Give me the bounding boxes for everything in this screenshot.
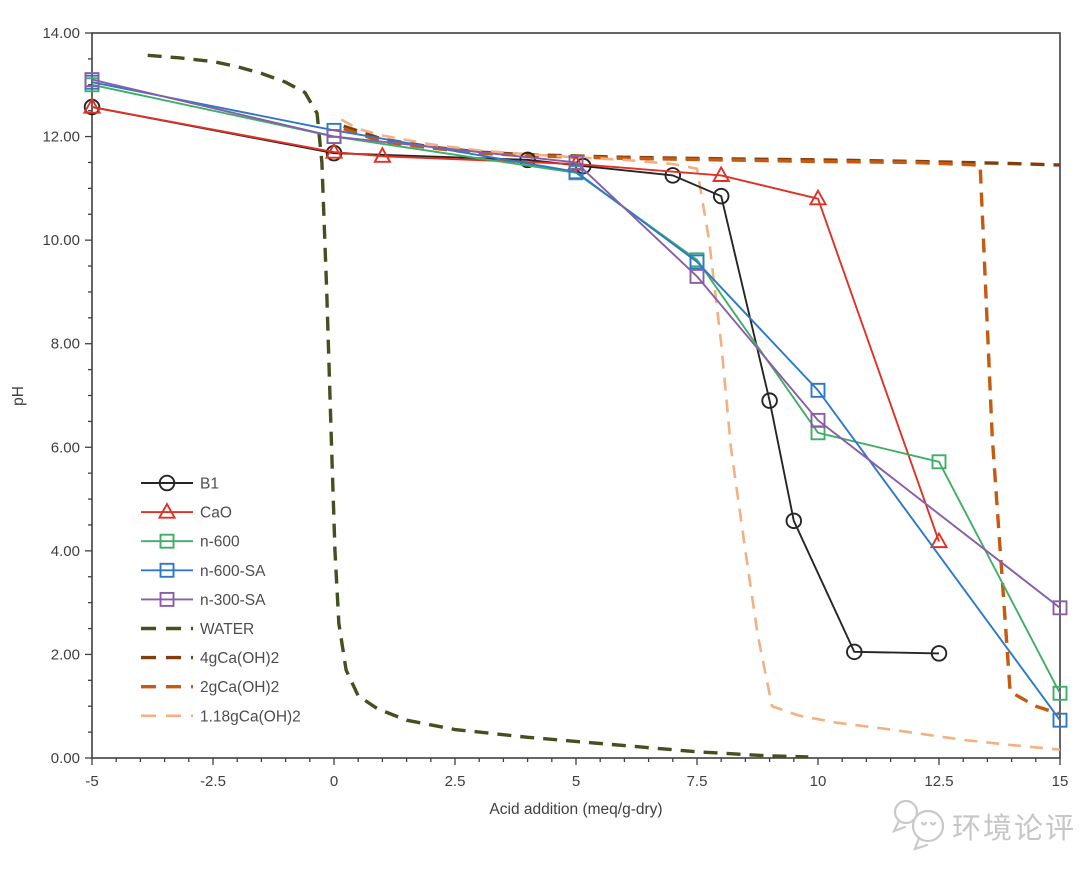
square-marker	[1052, 685, 1068, 701]
x-tick-label: 15	[1052, 773, 1069, 790]
x-tick-label: 2.5	[445, 773, 466, 790]
triangle-marker	[929, 531, 949, 549]
y-axis-title: pH	[10, 386, 27, 406]
square-marker	[326, 129, 342, 145]
legend-label: WATER	[200, 621, 254, 638]
x-axis-title: Acid addition (meq/g-dry)	[489, 801, 662, 818]
square-marker	[568, 155, 584, 170]
square-marker	[810, 412, 826, 428]
series-line	[147, 53, 809, 759]
legend-item-2gca-oh-2: 2gCa(OH)2	[141, 679, 279, 696]
series-line	[91, 106, 940, 542]
triangle-marker	[157, 502, 177, 519]
series-1-18gca-oh-2	[340, 118, 1061, 752]
square-marker	[689, 268, 705, 284]
triangle-marker	[808, 188, 828, 206]
legend-label: 2gCa(OH)2	[200, 679, 279, 696]
legend-item-water: WATER	[141, 621, 254, 638]
series-n-300-sa	[84, 72, 1068, 616]
y-tick-label: 4.00	[51, 543, 80, 560]
legend-item-4gca-oh-2: 4gCa(OH)2	[141, 650, 279, 667]
square-marker	[159, 533, 175, 549]
legend-item-n-600-sa: n-600-SA	[141, 563, 266, 580]
watermark: 环境论评	[891, 799, 1076, 851]
y-tick-label: 6.00	[51, 439, 80, 456]
square-marker	[568, 164, 584, 180]
legend-label: n-600-SA	[200, 563, 266, 580]
x-tick-label: 12.5	[924, 773, 953, 790]
data-series	[82, 53, 1068, 759]
circle-marker	[664, 167, 682, 184]
triangle-marker	[82, 97, 102, 114]
legend-label: CaO	[200, 505, 232, 522]
triangle-marker	[373, 146, 392, 163]
square-marker	[689, 254, 705, 270]
x-tick-label: -2.5	[200, 773, 226, 790]
series-line	[340, 118, 1061, 752]
square-marker	[159, 591, 175, 607]
square-marker	[159, 562, 175, 578]
y-tick-label: 10.00	[42, 232, 80, 249]
square-marker	[931, 454, 947, 470]
circle-marker	[519, 151, 536, 169]
x-tick-label: 5	[572, 773, 580, 790]
series-b1	[83, 98, 948, 662]
circle-marker	[158, 474, 176, 492]
x-tick-label: 10	[810, 773, 827, 790]
triangle-marker	[711, 165, 731, 182]
legend-label: 1.18gCa(OH)2	[200, 708, 301, 725]
legend-item-b1: B1	[141, 474, 219, 493]
legend-label: B1	[200, 476, 219, 493]
series-water	[147, 53, 809, 759]
series-line	[91, 106, 940, 655]
legend-label: 4gCa(OH)2	[200, 650, 279, 667]
y-tick-label: 12.00	[42, 129, 80, 146]
y-tick-label: 2.00	[51, 646, 80, 663]
legend-item-n-600: n-600	[141, 534, 240, 551]
chat-bubbles-icon	[891, 799, 945, 851]
y-tick-label: 8.00	[51, 336, 80, 353]
x-tick-label: 7.5	[687, 773, 708, 790]
circle-marker	[761, 392, 778, 409]
series-line	[343, 127, 1061, 716]
circle-marker	[712, 187, 730, 205]
square-marker	[1052, 712, 1068, 728]
series-2gca-oh-2	[343, 127, 1061, 716]
y-tick-label: 14.00	[42, 25, 80, 42]
axis-ticks: -5 -2.5 0 2.5 5 7.5 10 12.5 15 0.00 2.00 4.00 6.00 8.…	[42, 25, 1068, 790]
circle-marker	[846, 643, 863, 661]
x-tick-label: -5	[85, 773, 98, 790]
series-line	[91, 81, 1061, 721]
x-tick-label: 0	[330, 773, 338, 790]
legend-item-cao: CaO	[141, 502, 232, 522]
watermark-text: 环境论评	[952, 812, 1076, 845]
triangle-marker	[324, 142, 344, 159]
square-marker	[84, 72, 100, 88]
legend-item-n-300-sa: n-300-SA	[141, 592, 266, 609]
y-tick-label: 0.00	[51, 750, 80, 767]
legend-item-1-18gca-oh-2: 1.18gCa(OH)2	[141, 708, 301, 725]
series-line	[91, 78, 1061, 609]
chart-legend: B1 CaO n-600 n-600-SA n-300-SA WATER 4gCa(OH)2…	[141, 474, 301, 725]
square-marker	[810, 382, 826, 398]
circle-marker	[785, 512, 803, 530]
legend-label: n-600	[200, 534, 240, 551]
circle-marker	[930, 645, 948, 662]
square-marker	[1052, 600, 1068, 616]
legend-label: n-300-SA	[200, 592, 266, 609]
